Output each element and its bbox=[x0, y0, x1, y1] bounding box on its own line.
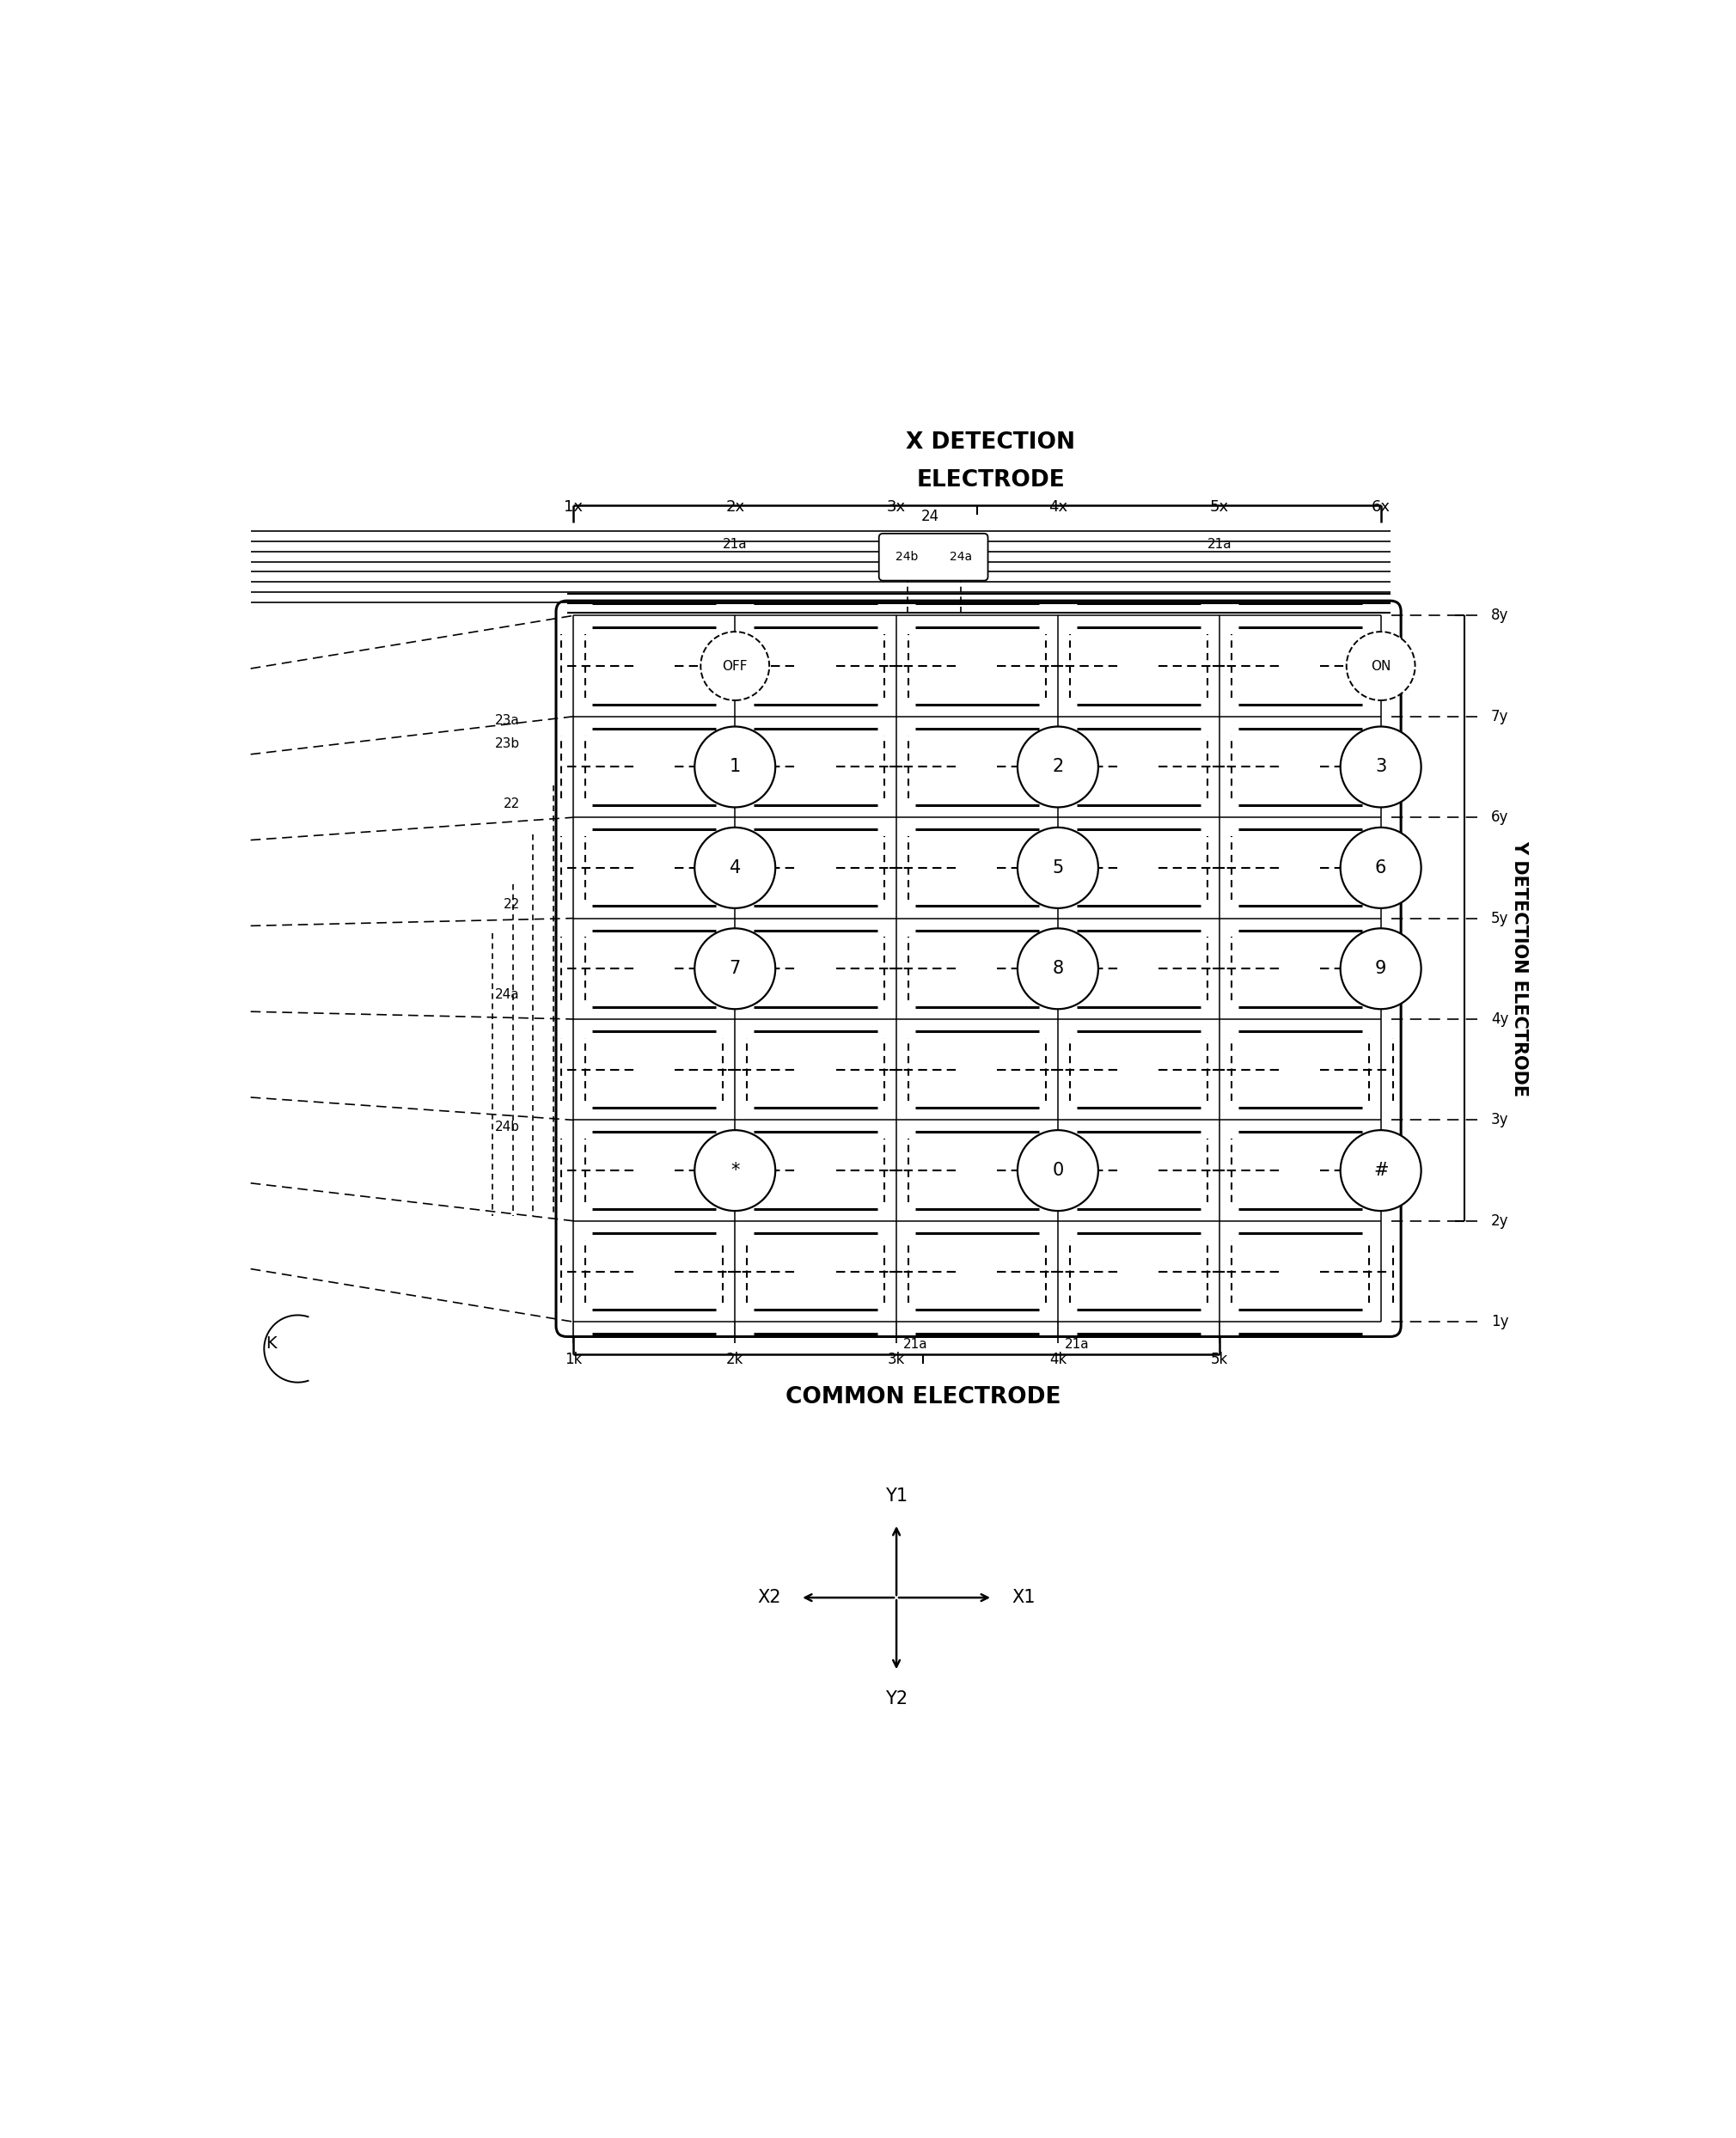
Text: 6: 6 bbox=[1375, 859, 1387, 877]
Text: 21a: 21a bbox=[903, 1338, 927, 1351]
Text: X2: X2 bbox=[757, 1589, 781, 1606]
Text: 8: 8 bbox=[1052, 960, 1064, 977]
Circle shape bbox=[1340, 928, 1422, 1009]
Circle shape bbox=[694, 1131, 776, 1210]
Text: 4k: 4k bbox=[1049, 1351, 1066, 1366]
Text: 2: 2 bbox=[1052, 759, 1064, 776]
Text: 3x: 3x bbox=[887, 498, 906, 515]
Text: 22: 22 bbox=[503, 797, 519, 810]
Circle shape bbox=[1017, 1131, 1099, 1210]
FancyBboxPatch shape bbox=[556, 601, 1401, 1336]
Text: 5x: 5x bbox=[1210, 498, 1229, 515]
Circle shape bbox=[1017, 928, 1099, 1009]
Circle shape bbox=[694, 928, 776, 1009]
Text: 21a: 21a bbox=[1064, 1338, 1088, 1351]
Text: ON: ON bbox=[1371, 661, 1391, 673]
Circle shape bbox=[694, 727, 776, 808]
Text: ELECTRODE: ELECTRODE bbox=[917, 470, 1064, 492]
Text: 9: 9 bbox=[1375, 960, 1387, 977]
FancyBboxPatch shape bbox=[878, 534, 988, 582]
Text: Y DETECTION ELECTRODE: Y DETECTION ELECTRODE bbox=[1510, 840, 1528, 1097]
Text: COMMON ELECTRODE: COMMON ELECTRODE bbox=[786, 1385, 1061, 1409]
Circle shape bbox=[694, 827, 776, 909]
Text: 21a: 21a bbox=[1207, 539, 1231, 552]
Text: 1: 1 bbox=[729, 759, 741, 776]
Text: 4: 4 bbox=[729, 859, 741, 877]
Text: 24a: 24a bbox=[495, 988, 519, 1001]
Text: 24: 24 bbox=[922, 509, 939, 524]
Text: 6y: 6y bbox=[1491, 810, 1509, 825]
Text: 1y: 1y bbox=[1491, 1315, 1509, 1330]
Circle shape bbox=[1340, 827, 1422, 909]
Text: Y1: Y1 bbox=[885, 1488, 908, 1505]
Text: 5y: 5y bbox=[1491, 911, 1509, 926]
Text: 6x: 6x bbox=[1371, 498, 1391, 515]
Text: 5: 5 bbox=[1052, 859, 1064, 877]
Circle shape bbox=[1017, 727, 1099, 808]
Text: 24a: 24a bbox=[950, 552, 972, 562]
Circle shape bbox=[1340, 727, 1422, 808]
Text: 8y: 8y bbox=[1491, 607, 1509, 624]
Text: 23b: 23b bbox=[495, 738, 519, 750]
Text: 21a: 21a bbox=[722, 539, 746, 552]
Text: 0: 0 bbox=[1052, 1161, 1064, 1178]
Text: 2x: 2x bbox=[726, 498, 745, 515]
Text: 22: 22 bbox=[503, 898, 519, 911]
Text: X DETECTION: X DETECTION bbox=[906, 432, 1075, 453]
Text: 4x: 4x bbox=[1049, 498, 1068, 515]
Text: 1k: 1k bbox=[564, 1351, 582, 1366]
Text: 5k: 5k bbox=[1210, 1351, 1227, 1366]
Text: 7y: 7y bbox=[1491, 708, 1509, 725]
Text: 1x: 1x bbox=[564, 498, 583, 515]
Circle shape bbox=[1017, 827, 1099, 909]
Text: 4y: 4y bbox=[1491, 1011, 1509, 1026]
Circle shape bbox=[1347, 631, 1415, 701]
Text: Y2: Y2 bbox=[885, 1691, 908, 1708]
Text: K: K bbox=[266, 1336, 276, 1351]
Circle shape bbox=[701, 631, 769, 701]
Text: 3: 3 bbox=[1375, 759, 1387, 776]
Text: 3y: 3y bbox=[1491, 1112, 1509, 1127]
Text: 2k: 2k bbox=[726, 1351, 743, 1366]
Text: 2y: 2y bbox=[1491, 1212, 1509, 1229]
Text: 23a: 23a bbox=[495, 714, 519, 727]
Text: X1: X1 bbox=[1012, 1589, 1035, 1606]
Circle shape bbox=[1340, 1131, 1422, 1210]
Text: OFF: OFF bbox=[722, 661, 748, 673]
Text: #: # bbox=[1373, 1161, 1389, 1178]
Text: 3k: 3k bbox=[887, 1351, 904, 1366]
Text: *: * bbox=[731, 1161, 740, 1178]
Text: 7: 7 bbox=[729, 960, 741, 977]
Text: 24b: 24b bbox=[495, 1120, 519, 1133]
Text: 24b: 24b bbox=[896, 552, 918, 562]
